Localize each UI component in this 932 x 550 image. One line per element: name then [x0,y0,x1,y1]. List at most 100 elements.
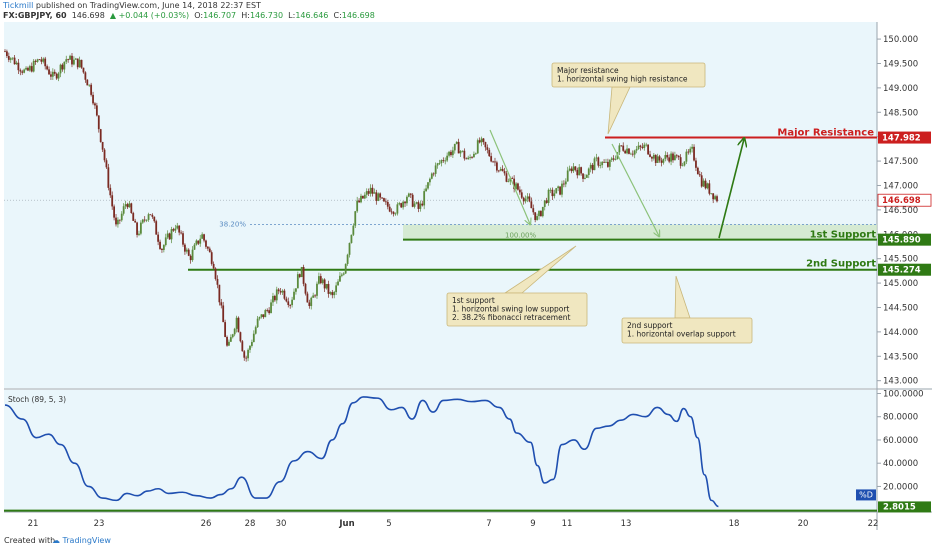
symbol-label: FX:GBPJPY, 60 [3,11,67,20]
candle [517,182,519,191]
candle-body [164,237,167,246]
candle-body [482,138,485,142]
candle-body [352,225,355,235]
candle-body [254,327,257,334]
candle-body [675,155,678,157]
candle-body [578,167,581,176]
last-price: 146.698 [71,11,105,20]
tradingview-logo[interactable]: ☁ TradingView [52,536,111,545]
candle [553,189,556,199]
candle-body [38,59,41,61]
candle-body [314,295,316,297]
candle [360,193,362,204]
candle [413,201,416,209]
candle [184,243,186,255]
candle [189,254,192,264]
candle [222,301,225,323]
candle [536,213,538,221]
candle-body [576,169,579,176]
candle [390,208,393,215]
candle [337,279,339,286]
candle-body [518,189,521,193]
candle [143,216,146,223]
second-support-price-badge-bg [878,263,931,276]
candle [314,294,316,298]
candle [172,227,175,232]
candle-body [438,163,441,164]
candle [631,150,634,157]
candle-body [197,240,200,244]
candle [80,59,83,69]
candle [76,58,79,70]
stoch-title: Stoch (89, 5, 3) [8,395,66,404]
candle-body [224,322,227,337]
candle-body [237,317,240,333]
candle [381,197,383,199]
candle [543,200,546,211]
candle-body [325,283,328,289]
candle [161,248,163,253]
candle [683,161,686,167]
candle-body [457,141,460,154]
candle-body [434,165,437,174]
candle-body [392,211,395,215]
candle-body [342,273,345,275]
candle [38,58,41,61]
candle [624,149,627,154]
candle-body [4,51,6,53]
candle [559,186,561,196]
candle [111,191,114,210]
candle [367,188,370,196]
candle-body [517,183,519,190]
candle [666,152,669,161]
candle [130,202,133,214]
candle-body [339,275,341,282]
candle [662,158,665,165]
candle [306,291,309,303]
time-tick-label: 28 [245,519,256,529]
candle [270,299,272,314]
candle [147,212,150,222]
candle-body [6,51,8,57]
candle-body [358,200,360,203]
candle [505,170,508,183]
candle [520,189,523,200]
open-label: O: [194,11,204,20]
candle-body [587,168,590,175]
fib-38-label: 38.20% [219,221,246,229]
resistance-price-badge-text: 147.982 [882,134,921,144]
candle [97,115,100,133]
price-tick-label: 145.500 [883,255,918,265]
candle [216,275,219,289]
callout-box [551,62,706,88]
candle [432,172,435,177]
candle-body [406,196,408,204]
candle [654,154,657,167]
candle [358,198,360,203]
candle-body [562,183,565,185]
candle-body [649,154,651,157]
candle-body [220,302,223,306]
candle [103,148,106,163]
candle-body [101,141,104,150]
candle [695,157,697,171]
publisher-name[interactable]: Tickmill [3,1,34,10]
candle [532,204,535,215]
candle [474,152,477,155]
candle [601,160,604,169]
candle [71,53,73,68]
candle [289,304,292,309]
candle-body [589,164,592,169]
candle-body [526,196,529,199]
candle [628,148,630,155]
created-with-text: Created with [4,536,56,545]
candle-body [199,238,202,244]
candle [356,196,359,213]
current-price-badge-border [877,193,932,207]
candle-body [551,189,554,197]
candle [170,226,173,244]
candle [260,314,263,319]
